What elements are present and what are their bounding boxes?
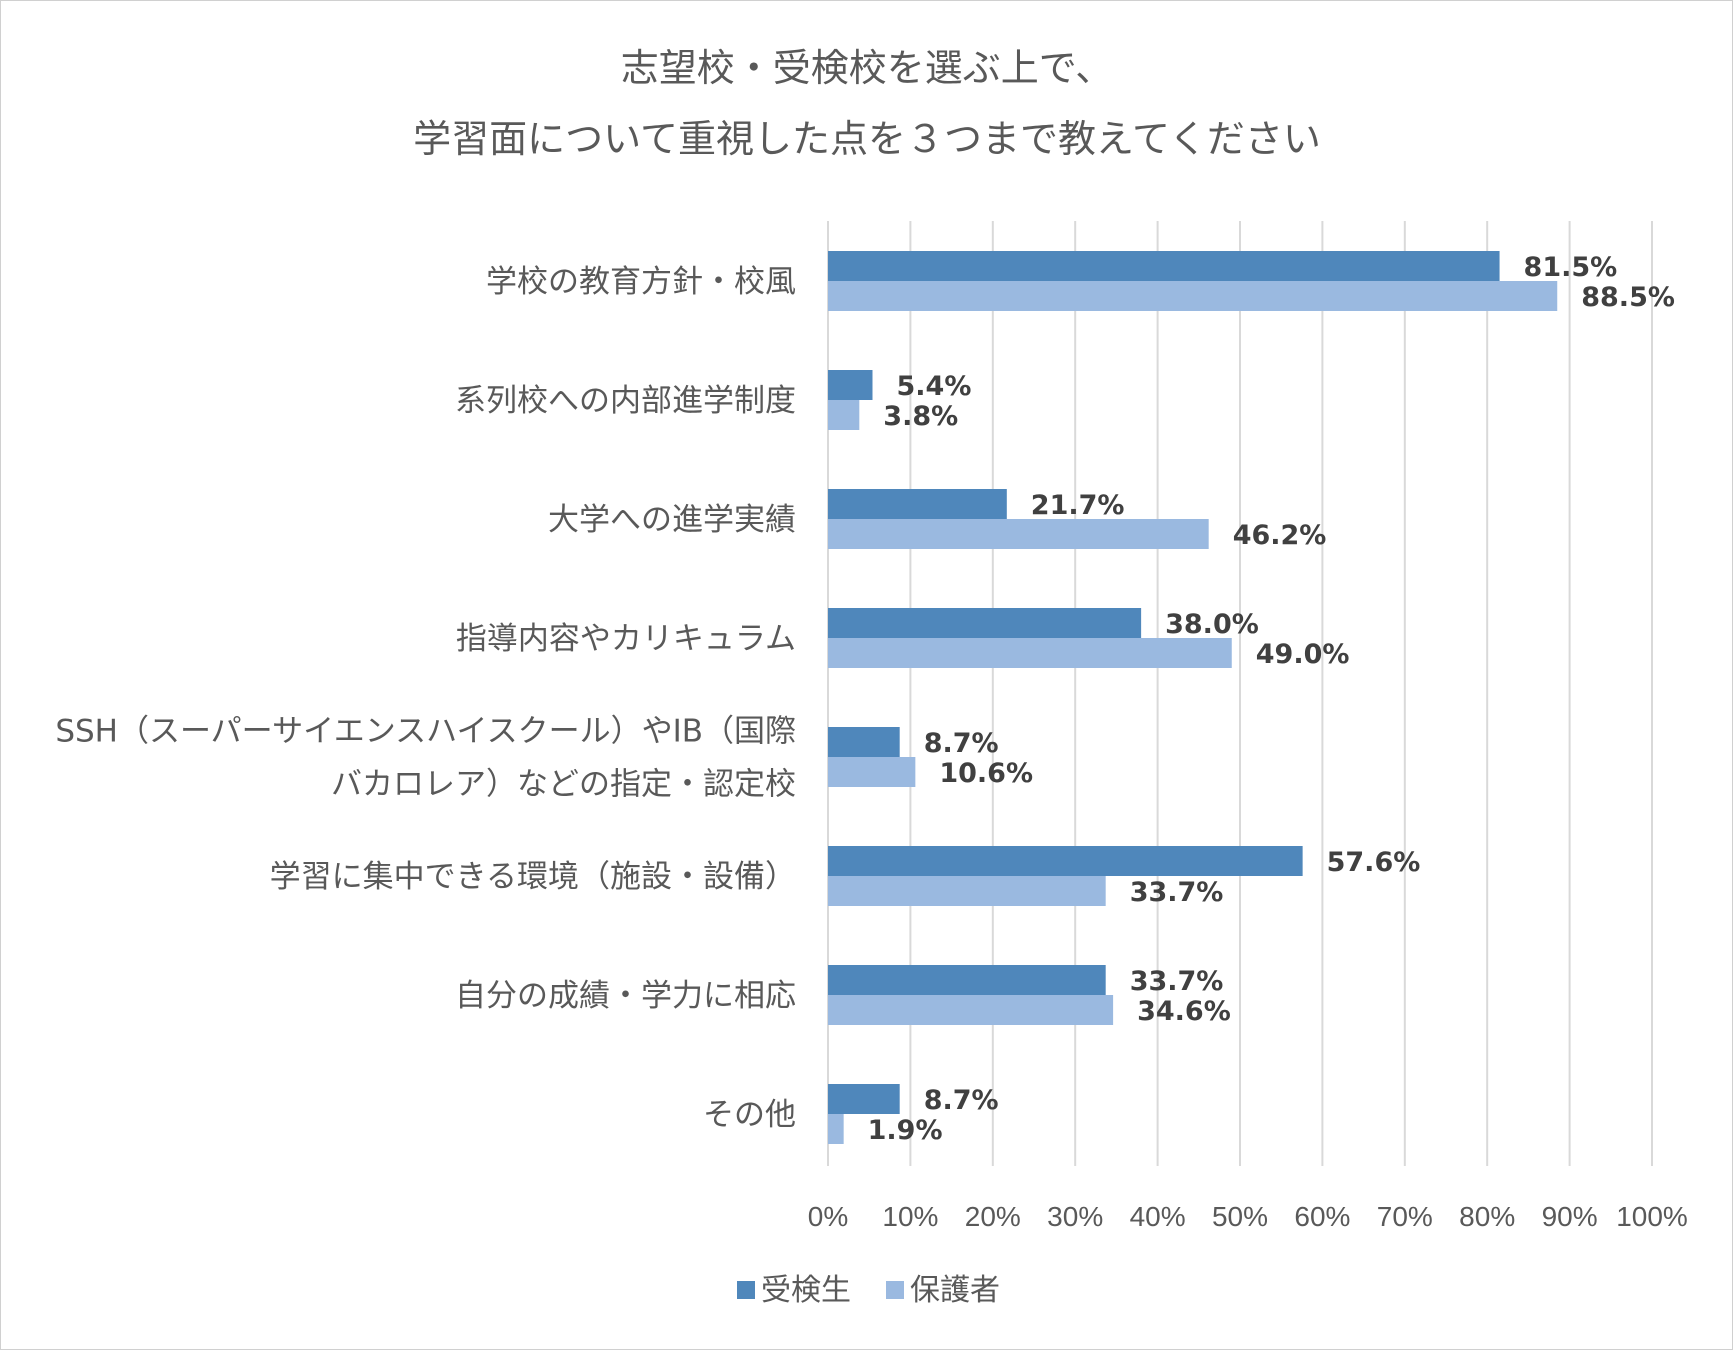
gridlines xyxy=(827,221,1653,1166)
x-axis-tick-labels: 0% 10% 20% 30% 40% 50% 60% 70% 80% 90% 100% xyxy=(808,1201,1688,1232)
x-tick-label: 40% xyxy=(1130,1201,1186,1232)
data-label: 21.7% xyxy=(1031,490,1125,521)
legend-item-guardian: 保護者 xyxy=(886,1273,1000,1308)
bar-examinee xyxy=(828,1084,900,1114)
bar-guardian xyxy=(828,995,1114,1025)
legend-label: 保護者 xyxy=(910,1273,1000,1308)
data-label: 3.8% xyxy=(883,401,958,432)
data-label: 33.7% xyxy=(1130,877,1224,908)
chart-title: 志望校・受検校を選ぶ上で、学習面について重視した点を３つまで教えてください xyxy=(413,46,1321,161)
bar-examinee xyxy=(828,846,1303,876)
x-tick-label: 50% xyxy=(1212,1201,1268,1232)
x-tick-label: 80% xyxy=(1459,1201,1515,1232)
bar-guardian xyxy=(828,400,860,430)
bar-examinee xyxy=(828,965,1106,995)
data-label: 57.6% xyxy=(1327,847,1421,878)
category-label: 自分の成績・学力に相応 xyxy=(455,978,796,1014)
bar-guardian xyxy=(828,757,916,787)
x-tick-label: 0% xyxy=(808,1201,848,1232)
category-label: 指導内容やカリキュラム xyxy=(456,621,796,657)
bar-examinee xyxy=(828,489,1007,519)
category-label: 学習に集中できる環境（施設・設備） xyxy=(270,859,796,895)
x-tick-label: 20% xyxy=(965,1201,1021,1232)
data-labels: 81.5% 5.4% 21.7% 38.0% 8.7% 57.6% 33.7% 8.7% 88.… xyxy=(868,252,1675,1146)
legend-swatch xyxy=(886,1281,904,1299)
bar-guardian xyxy=(828,638,1232,668)
bar-examinee xyxy=(828,251,1500,281)
x-tick-label: 90% xyxy=(1542,1201,1598,1232)
bars xyxy=(828,251,1558,1144)
legend-swatch xyxy=(737,1281,755,1299)
data-label: 46.2% xyxy=(1233,520,1327,551)
data-label: 88.5% xyxy=(1581,282,1675,313)
data-label: 38.0% xyxy=(1165,609,1259,640)
category-label: 系列校への内部進学制度 xyxy=(455,383,796,419)
data-label: 8.7% xyxy=(924,1085,999,1116)
x-tick-label: 100% xyxy=(1616,1201,1688,1232)
x-tick-label: 70% xyxy=(1377,1201,1433,1232)
data-label: 33.7% xyxy=(1130,966,1224,997)
category-label: その他 xyxy=(703,1097,796,1133)
category-label: SSH（スーパーサイエンスハイスクール）やIB（国際 xyxy=(55,714,796,750)
chart-title-line: 志望校・受検校を選ぶ上で、 xyxy=(621,46,1113,90)
bar-examinee xyxy=(828,608,1142,638)
legend-label: 受検生 xyxy=(761,1273,851,1308)
legend-item-examinee: 受検生 xyxy=(737,1273,851,1308)
x-tick-label: 10% xyxy=(882,1201,938,1232)
bar-guardian xyxy=(828,519,1209,549)
data-label: 49.0% xyxy=(1256,639,1350,670)
data-label: 34.6% xyxy=(1137,996,1231,1027)
category-label: 大学への進学実績 xyxy=(548,502,796,538)
x-tick-label: 60% xyxy=(1294,1201,1350,1232)
bar-guardian xyxy=(828,876,1106,906)
legend: 受検生 保護者 xyxy=(737,1273,1000,1308)
data-label: 8.7% xyxy=(924,728,999,759)
bar-guardian xyxy=(828,281,1558,311)
bar-guardian xyxy=(828,1114,844,1144)
chart-title-line: 学習面について重視した点を３つまで教えてください xyxy=(413,117,1321,161)
x-tick-label: 30% xyxy=(1047,1201,1103,1232)
category-labels: 学校の教育方針・校風系列校への内部進学制度大学への進学実績指導内容やカリキュラム… xyxy=(55,264,796,1133)
bar-examinee xyxy=(828,370,873,400)
category-label: 学校の教育方針・校風 xyxy=(486,264,796,300)
data-label: 81.5% xyxy=(1524,252,1618,283)
category-label: バカロレア）などの指定・認定校 xyxy=(331,767,796,803)
data-label: 10.6% xyxy=(939,758,1033,789)
data-label: 5.4% xyxy=(896,371,971,402)
data-label: 1.9% xyxy=(868,1115,943,1146)
bar-examinee xyxy=(828,727,900,757)
